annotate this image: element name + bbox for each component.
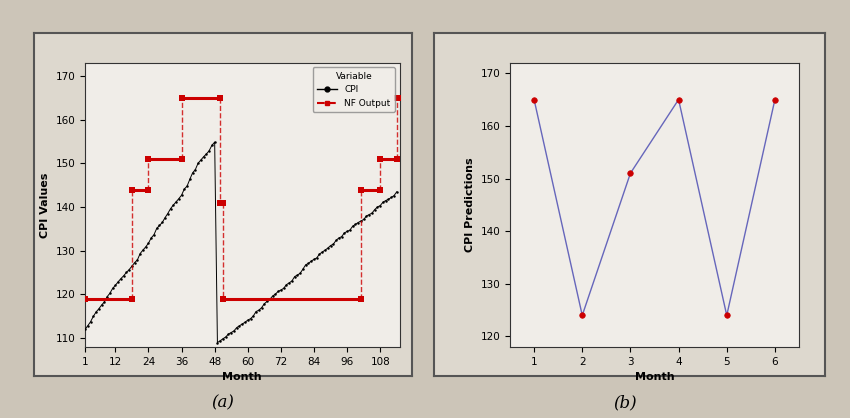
X-axis label: Month: Month: [635, 372, 674, 382]
Text: (b): (b): [613, 395, 637, 412]
X-axis label: Month: Month: [223, 372, 262, 382]
Text: (a): (a): [212, 395, 234, 412]
Y-axis label: CPI Predictions: CPI Predictions: [465, 158, 475, 252]
Y-axis label: CPI Values: CPI Values: [40, 172, 50, 237]
Legend: CPI, NF Output: CPI, NF Output: [313, 67, 395, 112]
